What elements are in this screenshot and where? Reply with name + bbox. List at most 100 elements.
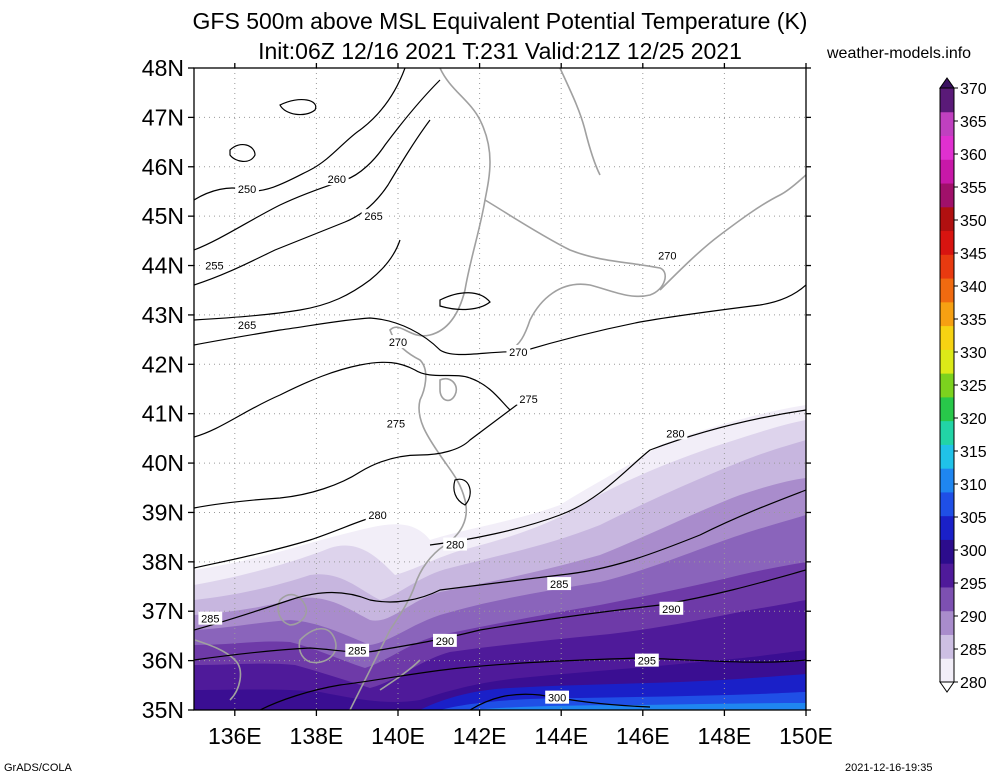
contour-label: 290 (436, 636, 454, 648)
footer-software: GrADS/COLA (4, 762, 72, 774)
colorbar-label: 305 (960, 510, 987, 527)
contour-label: 270 (509, 347, 527, 359)
colorbar-segment (940, 230, 954, 255)
colorbar-segment (940, 349, 954, 374)
colorbar-segment (940, 468, 954, 493)
contour-labels: 250 260 265 255 270 265 270 270 275 275 280 280 280 2… (198, 172, 688, 705)
contour-label-bg (324, 172, 349, 186)
x-tick-label: 136E (208, 723, 262, 749)
colorbar-segment (940, 515, 954, 540)
colorbar-segment (940, 111, 954, 137)
x-tick-label: 140E (371, 723, 425, 749)
axis-ticks (188, 63, 811, 716)
contour-label-bg (361, 209, 386, 223)
contour-label-bg (547, 577, 572, 591)
contour-label-bg (198, 611, 223, 625)
colorbar-label: 290 (960, 609, 987, 626)
y-tick-label: 47N (142, 104, 184, 130)
contour-label-bg (202, 258, 227, 272)
y-tick-label: 35N (142, 697, 184, 723)
colorbar-segment (940, 183, 954, 208)
x-tick-label: 144E (534, 723, 588, 749)
contour-label-bg (659, 601, 684, 615)
colorbar-label: 355 (960, 180, 987, 197)
colorbar-segment (940, 88, 954, 113)
contour-lines (194, 68, 806, 710)
contour-label: 295 (638, 656, 656, 668)
colorbar-label: 350 (960, 213, 987, 230)
y-tick-label: 38N (142, 549, 184, 575)
colorbar-label: 340 (960, 279, 987, 296)
y-tick-label: 39N (142, 499, 184, 525)
contour-label: 270 (658, 251, 676, 263)
colorbar-segment (940, 610, 954, 635)
contour-label: 255 (205, 261, 223, 273)
colorbar-segment (940, 396, 954, 422)
footer-timestamp: 2021-12-16-19:35 (845, 762, 933, 774)
contour-label-bg (516, 391, 541, 405)
colorbar-segment (940, 325, 954, 350)
colorbar-max-arrow (939, 77, 955, 89)
contour-label: 250 (238, 184, 256, 196)
colorbar-label: 330 (960, 345, 987, 362)
coastlines (194, 68, 806, 710)
contour-label: 300 (548, 693, 566, 705)
chart-subtitle: Init:06Z 12/16 2021 T:231 Valid:21Z 12/2… (258, 38, 742, 64)
contour-label-bg (345, 643, 370, 657)
contour-label-bg (545, 690, 570, 704)
contour-label: 280 (446, 540, 464, 552)
colorbar-segment (940, 539, 954, 564)
contour-label: 265 (238, 320, 256, 332)
contour-label: 270 (389, 337, 407, 349)
y-tick-label: 41N (142, 401, 184, 427)
x-tick-label: 138E (290, 723, 344, 749)
site-credit: weather-models.info (827, 45, 972, 62)
colorbar-segment (940, 373, 954, 398)
colorbar-segment (940, 159, 954, 184)
contour-label: 290 (662, 604, 680, 616)
contour-label: 280 (368, 510, 386, 522)
colorbar-label: 300 (960, 543, 987, 560)
colorbar-label: 335 (960, 312, 987, 329)
contour-label-bg (235, 317, 259, 331)
y-tick-label: 36N (142, 648, 184, 674)
theta-e-fill (194, 68, 806, 710)
colorbar-label: 325 (960, 378, 987, 395)
y-tick-label: 40N (142, 450, 184, 476)
x-tick-label: 146E (616, 723, 670, 749)
colorbar-segment (940, 301, 954, 327)
colorbar-min-arrow (939, 681, 955, 693)
colorbar-segment (940, 420, 954, 445)
contour-label-bg (433, 633, 457, 647)
x-tick-label: 142E (453, 723, 507, 749)
contour-label-bg (365, 507, 390, 521)
y-tick-label: 43N (142, 302, 184, 328)
colorbar-label: 285 (960, 642, 987, 659)
contour-label-bg (506, 344, 531, 358)
contour-label-bg (386, 335, 410, 349)
plot-frame (193, 67, 807, 711)
colorbar-label: 280 (960, 675, 987, 692)
colorbar-label: 360 (960, 147, 987, 164)
contour-label: 260 (328, 174, 346, 186)
colorbar-label: 310 (960, 477, 987, 494)
y-tick-label: 42N (142, 351, 184, 377)
colorbar-segment (940, 278, 954, 303)
colorbar-segment (940, 444, 954, 469)
x-tick-label: 150E (779, 723, 833, 749)
colorbar-label: 320 (960, 411, 987, 428)
contour-label: 265 (364, 211, 382, 223)
colorbar-segment (940, 563, 954, 588)
colorbar-label: 345 (960, 246, 987, 263)
contour-label: 275 (387, 419, 405, 431)
colorbar: 280 285 290 295 300 305 310 315 320 325 330 335 340 3… (939, 77, 987, 693)
contour-label: 280 (666, 428, 684, 440)
colorbar-label: 365 (960, 114, 987, 131)
colorbar-segment (940, 586, 954, 612)
contour-label: 285 (348, 646, 366, 658)
contour-label-bg (443, 537, 468, 551)
contour-label-bg (634, 653, 659, 667)
contour-label-bg (663, 426, 688, 440)
colorbar-label: 315 (960, 444, 987, 461)
